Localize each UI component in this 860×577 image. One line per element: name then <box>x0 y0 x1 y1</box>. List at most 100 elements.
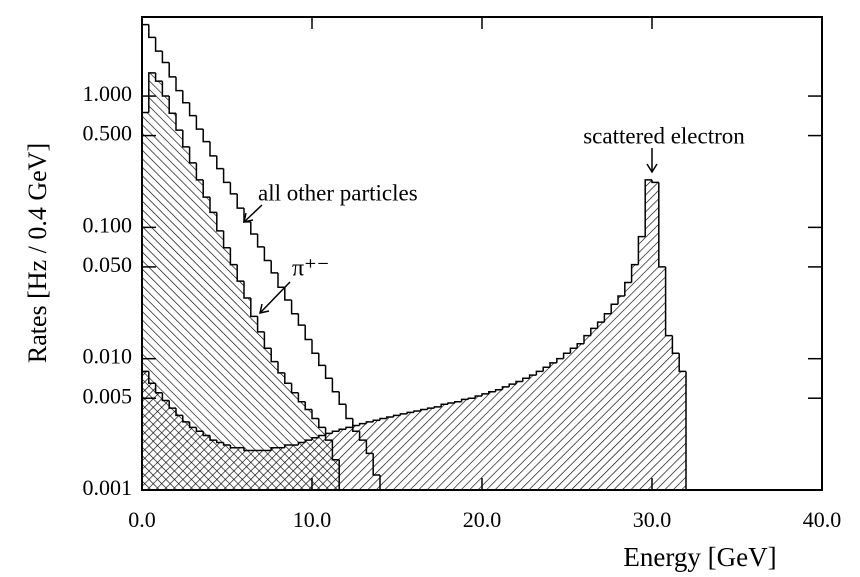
annotation-arrowhead <box>646 163 658 174</box>
histogram-step <box>562 352 571 359</box>
histogram-step <box>358 431 367 441</box>
histogram-step <box>216 155 224 170</box>
histogram-step <box>345 404 353 420</box>
histogram-step <box>488 391 496 394</box>
histogram-step <box>399 413 408 416</box>
histogram-bar <box>155 81 163 490</box>
histogram-step <box>324 427 333 441</box>
histogram-bar <box>142 112 149 490</box>
histogram-step <box>664 266 673 337</box>
annotation-arrow <box>243 204 263 223</box>
histogram-step <box>202 179 210 198</box>
histogram-step <box>372 453 380 476</box>
histogram-bar <box>652 182 659 490</box>
histogram-bar <box>516 381 523 490</box>
y-tick-label: 0.050 <box>83 252 133 277</box>
y-tick-label: 0.100 <box>83 212 133 237</box>
histogram-bar <box>618 296 625 490</box>
histogram-bar <box>237 281 244 490</box>
annotation-arrowhead <box>243 212 254 223</box>
histogram-step <box>515 380 523 385</box>
histogram-step <box>154 37 163 52</box>
y-tick-label: 0.010 <box>83 344 133 369</box>
annotation-arrow <box>259 281 291 314</box>
histogram-step <box>161 51 170 64</box>
histogram-bar <box>488 391 496 490</box>
histogram-bar <box>550 362 557 490</box>
histogram-step <box>358 422 367 426</box>
histogram-step <box>522 377 530 382</box>
histogram-step <box>188 102 197 117</box>
histogram-step <box>420 408 428 411</box>
histogram-bar <box>454 401 462 490</box>
histogram-step <box>243 281 251 299</box>
histogram-bar <box>284 383 292 490</box>
histogram-step <box>637 235 646 265</box>
histogram-step <box>311 339 319 355</box>
histogram-step <box>460 398 469 402</box>
histogram-bar <box>448 402 455 490</box>
histogram-bar <box>346 427 353 490</box>
histogram-step <box>182 90 190 104</box>
histogram-bar <box>509 384 516 490</box>
histogram-step <box>644 179 652 237</box>
histogram-bar <box>318 427 326 490</box>
annotation: scattered electron <box>583 123 745 148</box>
histogram-bar <box>645 179 652 490</box>
histogram-bar <box>352 425 360 490</box>
histogram-step <box>603 312 612 323</box>
histogram-bar <box>230 264 238 490</box>
histogram-step <box>188 146 197 164</box>
histogram-step <box>426 407 435 410</box>
histogram-bar <box>672 353 680 490</box>
histogram-bar <box>665 335 673 490</box>
histogram-step <box>671 335 680 355</box>
histogram-bar <box>631 264 639 490</box>
histogram-step <box>256 316 265 333</box>
histogram-step <box>447 402 455 405</box>
histogram-bar <box>264 348 272 490</box>
histogram-step <box>596 321 605 329</box>
histogram-step <box>610 303 618 314</box>
annotation: π⁺⁻ <box>292 256 329 282</box>
y-axis-label: Rates [Hz / 0.4 GeV] <box>23 143 52 363</box>
histogram-bar <box>244 297 251 490</box>
histogram-bar <box>373 420 380 490</box>
histogram-bar <box>305 409 312 490</box>
plot-marks <box>141 23 687 491</box>
histogram-bar <box>556 358 564 490</box>
x-tick-label: 0.0 <box>128 507 156 532</box>
histogram-step <box>270 260 278 274</box>
histogram-bar <box>414 410 421 490</box>
histogram-bar <box>298 401 306 490</box>
histogram-bar <box>223 247 231 490</box>
histogram-bar <box>441 404 448 490</box>
histogram-step <box>501 386 510 390</box>
histogram-step <box>617 295 625 305</box>
histogram-step <box>406 411 414 414</box>
histogram-step <box>229 247 238 266</box>
x-axis-label: Energy [GeV] <box>623 542 776 572</box>
histogram-step <box>284 372 292 385</box>
histogram-bar <box>278 372 285 490</box>
histogram-bar <box>590 328 598 490</box>
histogram-step <box>494 389 503 392</box>
histogram-step <box>535 370 544 376</box>
histogram-bar <box>584 335 591 490</box>
histogram-step <box>270 348 278 363</box>
histogram-step <box>528 374 537 379</box>
histogram-step <box>324 365 333 379</box>
histogram-step <box>624 281 632 297</box>
histogram-step <box>250 297 258 318</box>
histogram-bar <box>366 421 374 490</box>
y-tick-label: 0.005 <box>83 383 133 408</box>
histogram-step <box>379 417 387 421</box>
histogram-bar <box>400 413 408 490</box>
histogram-step <box>365 440 374 455</box>
histogram-bar <box>312 418 319 490</box>
histogram-step <box>154 72 163 82</box>
histogram-step <box>256 234 265 248</box>
histogram-step <box>148 72 156 113</box>
histogram-step <box>263 331 272 350</box>
